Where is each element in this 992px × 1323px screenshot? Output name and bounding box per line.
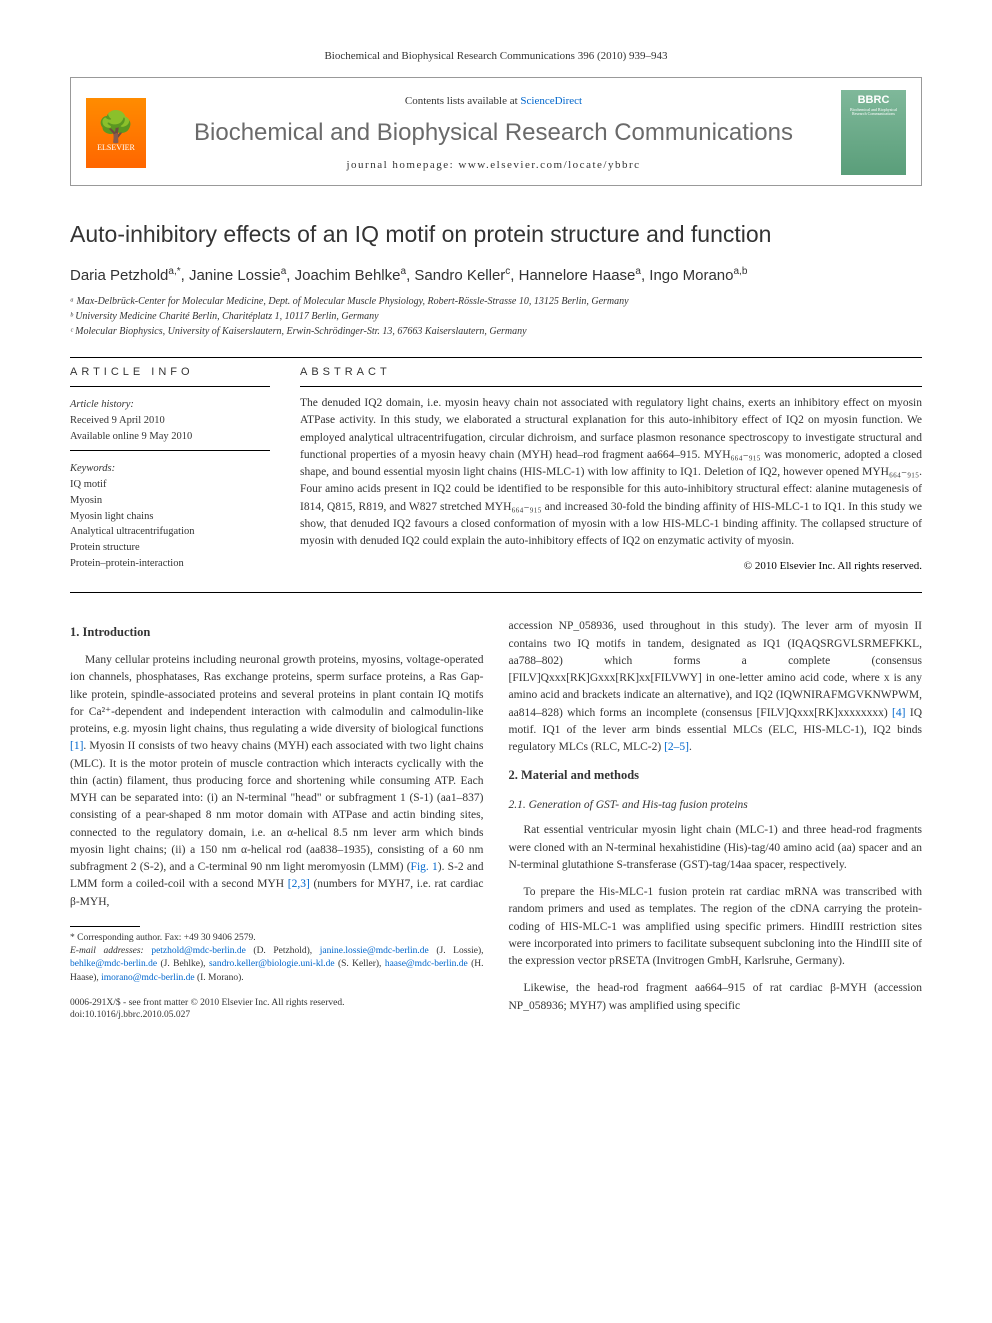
keywords-heading: Keywords: [70,461,270,477]
body-column-right: accession NP_058936, used throughout in … [509,618,923,1025]
intro-paragraph: Many cellular proteins including neurona… [70,652,484,911]
article-info-label: ARTICLE INFO [70,366,270,378]
body-column-left: 1. Introduction Many cellular proteins i… [70,618,484,1025]
elsevier-logo: 🌳 ELSEVIER [86,98,146,168]
article-title: Auto-inhibitory effects of an IQ motif o… [70,221,922,248]
issn-copyright: 0006-291X/$ - see front matter © 2010 El… [70,997,484,1022]
abstract-label: ABSTRACT [300,366,922,378]
footnotes: * Corresponding author. Fax: +49 30 9406… [70,932,484,985]
journal-name: Biochemical and Biophysical Research Com… [161,119,826,147]
journal-cover-thumb: BBRC Biochemical and Biophysical Researc… [841,90,906,175]
authors-list: Daria Petzholda,*, Janine Lossiea, Joach… [70,266,922,284]
abstract-copyright: © 2010 Elsevier Inc. All rights reserved… [300,560,922,572]
contents-line: Contents lists available at ScienceDirec… [161,95,826,107]
abstract-block: ABSTRACT The denuded IQ2 domain, i.e. my… [300,366,922,572]
received-date: Received 9 April 2010 [70,413,270,429]
methods-paragraph-2: To prepare the His-MLC-1 fusion protein … [509,884,923,970]
methods-paragraph-3: Likewise, the head-rod fragment aa664–91… [509,980,923,1015]
abstract-text: The denuded IQ2 domain, i.e. myosin heav… [300,395,922,550]
corresponding-author-note: * Corresponding author. Fax: +49 30 9406… [70,932,484,945]
journal-homepage: journal homepage: www.elsevier.com/locat… [161,159,826,171]
article-info-block: ARTICLE INFO Article history: Received 9… [70,366,270,572]
online-date: Available online 9 May 2010 [70,429,270,445]
sciencedirect-link[interactable]: ScienceDirect [520,95,582,107]
affiliations: ᵃ Max-Delbrück-Center for Molecular Medi… [70,294,922,339]
journal-header: 🌳 ELSEVIER Contents lists available at S… [70,77,922,186]
methods-paragraph-1: Rat essential ventricular myosin light c… [509,822,923,874]
history-heading: Article history: [70,397,270,413]
methods-subheading: 2.1. Generation of GST- and His-tag fusi… [509,797,923,814]
col2-continuation: accession NP_058936, used throughout in … [509,618,923,756]
email-addresses: E-mail addresses: petzhold@mdc-berlin.de… [70,945,484,985]
keywords-list: IQ motifMyosinMyosin light chainsAnalyti… [70,477,270,572]
top-citation: Biochemical and Biophysical Research Com… [70,50,922,62]
intro-heading: 1. Introduction [70,623,484,642]
methods-heading: 2. Material and methods [509,766,923,785]
